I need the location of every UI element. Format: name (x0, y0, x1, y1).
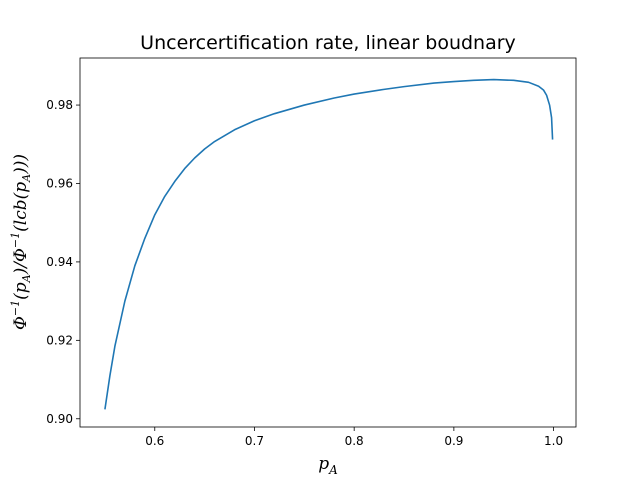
y-tick-label: 0.92 (46, 333, 73, 347)
y-tick-label: 0.94 (46, 255, 73, 269)
x-tick-label: 1.0 (544, 434, 563, 448)
y-tick-label: 0.98 (46, 98, 73, 112)
plot-area (80, 58, 576, 427)
chart-title: Uncercertification rate, linear boudnary (140, 32, 516, 54)
plot-frame (79, 57, 577, 428)
x-axis-label: pA (318, 454, 338, 477)
y-tick-label: 0.96 (46, 176, 73, 190)
x-tick-label: 0.9 (444, 434, 463, 448)
y-axis: 0.90 0.92 0.94 0.96 0.98 (46, 98, 80, 426)
x-tick-label: 0.7 (245, 434, 264, 448)
y-tick-label: 0.90 (46, 412, 73, 426)
y-axis-label: Φ−1(pA)/Φ−1(lcb(pA))) (9, 154, 33, 330)
series-line (104, 78, 554, 410)
x-tick-label: 0.8 (345, 434, 364, 448)
x-axis: 0.6 0.7 0.8 0.9 1.0 (145, 427, 563, 448)
x-tick-label: 0.6 (145, 434, 164, 448)
